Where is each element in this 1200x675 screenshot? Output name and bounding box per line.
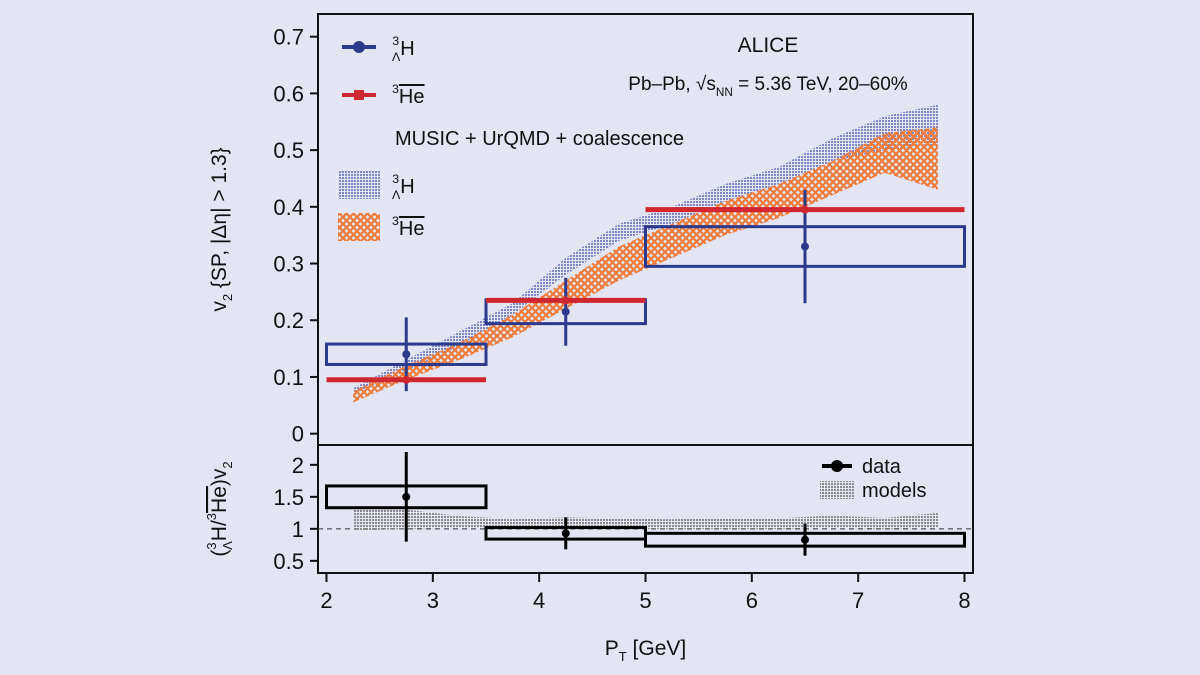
- legend-swatch: [820, 481, 854, 499]
- chart-subtitle: Pb–Pb, √sNN = 5.36 TeV, 20–60%: [628, 74, 908, 99]
- y-tick-label: 0.1: [273, 365, 304, 390]
- text-part: H: [400, 176, 414, 198]
- legend-label: models: [862, 480, 926, 502]
- y-tick-label: 0.5: [273, 138, 304, 163]
- legend-label: data: [862, 456, 902, 478]
- text-part: T: [619, 649, 627, 664]
- data-point: [800, 535, 809, 544]
- chart-title: ALICE: [738, 34, 799, 57]
- model-band: [353, 104, 938, 394]
- y-tick-label: 1.5: [273, 485, 304, 510]
- data-point: [800, 205, 809, 214]
- y-tick-label: 0.4: [273, 195, 304, 220]
- y-axis-label: v2 {SP, |Δη| > 1.3}: [208, 147, 235, 311]
- text-part: Λ: [392, 50, 401, 64]
- data-point: [402, 492, 411, 501]
- text-part: v: [208, 301, 231, 312]
- y-tick-label: 0.5: [273, 549, 304, 574]
- data-point: [402, 350, 411, 359]
- legend-label: 3 ΛH: [392, 172, 415, 202]
- legend-label: 3He: [392, 82, 424, 108]
- legend-marker: [353, 41, 365, 53]
- data-point: [561, 296, 570, 305]
- text-part: 3: [204, 513, 219, 520]
- text-part: He: [399, 86, 425, 108]
- x-tick-label: 2: [320, 588, 332, 613]
- text-part: models: [862, 480, 926, 502]
- text-part: = 5.36 TeV, 20–60%: [733, 74, 908, 95]
- text-part: data: [862, 456, 902, 478]
- legend-label: 3He: [392, 214, 424, 240]
- text-part: 2: [220, 461, 235, 468]
- model-label: MUSIC + UrQMD + coalescence: [395, 128, 684, 150]
- model-band: [353, 508, 938, 531]
- y-axis-label: (3ΛH/3He)v2: [204, 461, 235, 556]
- legend-marker: [354, 90, 364, 100]
- data-point: [561, 529, 570, 538]
- text-part: {SP, |Δη| > 1.3}: [208, 147, 231, 294]
- x-tick-label: 6: [746, 588, 758, 613]
- y-tick-label: 0.6: [273, 81, 304, 106]
- text-part: (: [208, 550, 231, 557]
- x-tick-label: 4: [533, 588, 545, 613]
- text-part: H/: [208, 520, 231, 541]
- text-part: Λ: [392, 188, 401, 202]
- x-tick-label: 8: [958, 588, 970, 613]
- legend-label: 3 ΛH: [392, 34, 415, 64]
- text-part: )v: [208, 468, 231, 486]
- text-part: [GeV]: [627, 637, 687, 660]
- x-tick-label: 7: [852, 588, 864, 613]
- text-part: He: [208, 486, 231, 513]
- text-part: s: [706, 74, 716, 95]
- x-axis-label: PT [GeV]: [605, 637, 687, 664]
- text-part: NN: [716, 86, 733, 99]
- data-point: [561, 307, 570, 316]
- data-point: [800, 242, 809, 251]
- legend-marker: [831, 460, 843, 472]
- text-part: 3: [392, 214, 399, 228]
- y-tick-label: 2: [292, 453, 304, 478]
- y-tick-label: 1: [292, 517, 304, 542]
- text-part: He: [399, 218, 425, 240]
- legend-swatch: [338, 171, 380, 199]
- y-tick-label: 0.3: [273, 252, 304, 277]
- text-part: P: [605, 637, 619, 660]
- y-tick-label: 0: [292, 422, 304, 447]
- y-tick-label: 0.7: [273, 25, 304, 50]
- text-part: 3: [392, 82, 399, 96]
- y-tick-label: 0.2: [273, 308, 304, 333]
- text-part: H: [400, 38, 414, 60]
- text-part: 3: [392, 34, 399, 48]
- text-part: Λ: [220, 541, 235, 550]
- x-tick-label: 3: [427, 588, 439, 613]
- text-part: 2: [220, 294, 235, 301]
- data-point: [402, 375, 411, 384]
- x-tick-label: 5: [639, 588, 651, 613]
- legend-swatch: [338, 213, 380, 241]
- text-part: 3: [392, 172, 399, 186]
- text-part: Pb–Pb, √: [628, 74, 707, 95]
- text-part: 3: [204, 542, 219, 549]
